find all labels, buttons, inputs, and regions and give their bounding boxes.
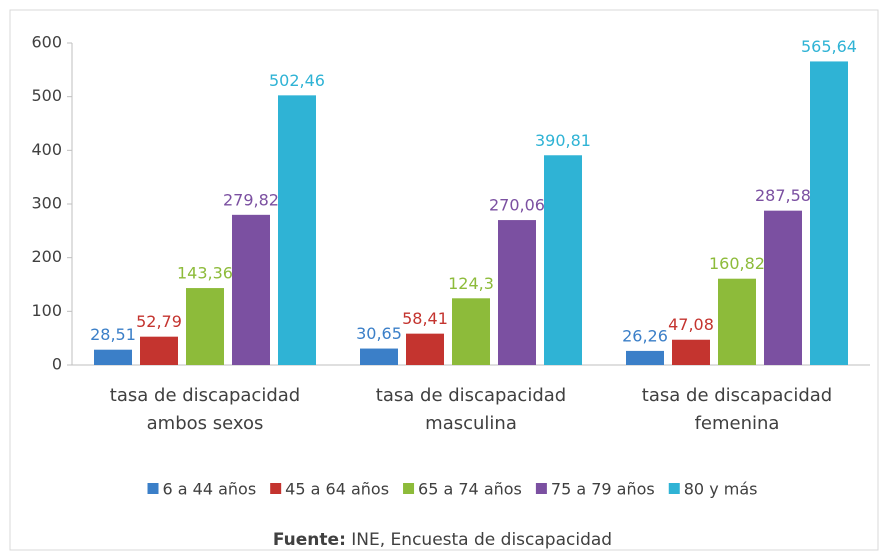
y-tick-label: 100 (31, 301, 62, 320)
bar (140, 336, 178, 365)
legend-label: 75 a 79 años (551, 480, 655, 499)
bar (232, 214, 270, 365)
legend-swatch (147, 483, 159, 494)
bar (278, 95, 316, 365)
x-tick-label: tasa de discapacidad masculina (375, 385, 567, 434)
legend-label: 6 a 44 años (163, 480, 257, 499)
source-text: INE, Encuesta de discapacidad (351, 530, 613, 550)
y-tick-label: 600 (31, 33, 62, 52)
legend-swatch (535, 483, 547, 494)
data-label: 160,82 (709, 254, 765, 273)
data-label: 279,82 (223, 190, 279, 209)
data-label: 565,64 (801, 37, 857, 56)
data-label: 143,36 (177, 264, 233, 283)
data-label: 30,65 (356, 324, 402, 343)
data-label: 28,51 (90, 325, 136, 344)
bar (718, 278, 756, 365)
data-label: 390,81 (535, 131, 591, 150)
chart-frame (9, 9, 879, 551)
bar (360, 348, 398, 365)
bar (452, 298, 490, 365)
data-label: 26,26 (622, 326, 668, 345)
y-tick-label: 200 (31, 247, 62, 266)
y-tick-label: 0 (52, 355, 62, 374)
legend-label: 80 y más (684, 480, 758, 499)
legend-label: 45 a 64 años (285, 480, 389, 499)
bar (544, 155, 582, 365)
x-tick-label: tasa de discapacidad femenina (641, 385, 833, 434)
data-label: 124,3 (448, 274, 494, 293)
legend-label: 65 a 74 años (418, 480, 522, 499)
bar (764, 210, 802, 365)
bar (626, 350, 664, 365)
data-label: 52,79 (136, 312, 182, 331)
bar (186, 288, 224, 365)
bar (672, 339, 710, 365)
data-label: 502,46 (269, 71, 325, 90)
bar (94, 349, 132, 365)
legend-swatch (270, 483, 282, 494)
data-label: 270,06 (489, 196, 545, 215)
data-label: 58,41 (402, 309, 448, 328)
source-label: Fuente: (272, 530, 346, 550)
source: Fuente: INE, Encuesta de discapacidad (0, 530, 885, 550)
bar (498, 220, 536, 365)
data-label: 287,58 (755, 186, 811, 205)
bar (406, 333, 444, 365)
bar (810, 61, 848, 365)
y-tick-label: 300 (31, 194, 62, 213)
legend-swatch (668, 483, 680, 494)
x-tick-label: tasa de discapacidad ambos sexos (109, 385, 301, 434)
legend-swatch (403, 483, 415, 494)
y-tick-label: 500 (31, 86, 62, 105)
y-tick-label: 400 (31, 140, 62, 159)
data-label: 47,08 (668, 315, 714, 334)
